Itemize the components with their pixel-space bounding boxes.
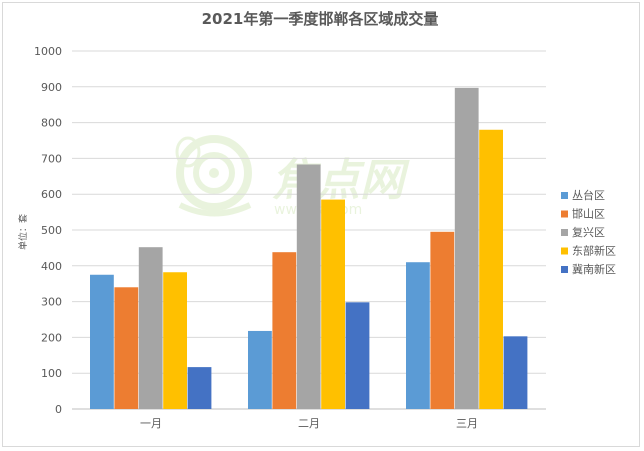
y-axis-ticks: 0 100 200 300 400 500 600 700 800 900 1000 (34, 45, 62, 416)
legend-label: 丛台区 (572, 188, 605, 202)
legend-swatch (561, 266, 568, 273)
x-tick-label: 二月 (298, 417, 320, 430)
snail-logo-icon (175, 135, 252, 217)
y-tick-label: 1000 (34, 45, 62, 58)
watermark: 焦点网 www.jia.com (175, 135, 410, 218)
legend-swatch (561, 247, 568, 255)
y-tick-label: 900 (41, 81, 62, 94)
y-axis-label: 单位：套 (17, 214, 29, 250)
y-tick-label: 600 (41, 188, 62, 201)
bar (503, 336, 528, 409)
bar (248, 330, 272, 409)
bar (296, 164, 321, 409)
y-tick-label: 300 (41, 296, 62, 309)
bar (90, 274, 114, 409)
y-tick-label: 200 (41, 331, 62, 344)
bar (187, 367, 212, 409)
y-tick-label: 500 (41, 224, 62, 237)
bar (479, 129, 503, 409)
y-tick-label: 100 (41, 367, 62, 380)
legend-label: 东部新区 (572, 244, 616, 258)
bar (430, 231, 455, 409)
bar (345, 302, 370, 409)
x-tick-label: 一月 (140, 417, 162, 430)
bar (114, 287, 139, 409)
bar (138, 247, 163, 409)
y-tick-label: 700 (41, 152, 62, 165)
legend-swatch (561, 210, 568, 218)
y-tick-label: 400 (41, 260, 62, 273)
legend-label: 邯山区 (572, 207, 605, 221)
bar (406, 262, 430, 409)
x-tick-label: 三月 (456, 417, 478, 430)
legend-swatch (561, 192, 568, 199)
chart-title: 2021年第一季度邯郸各区域成交量 (202, 10, 439, 28)
bar (272, 252, 297, 409)
legend-swatch (561, 229, 568, 236)
legend-label: 冀南新区 (572, 262, 616, 276)
legend-label: 复兴区 (572, 225, 605, 239)
svg-text:焦点网: 焦点网 (272, 155, 410, 206)
x-axis-ticks: 一月 二月 三月 (140, 417, 478, 430)
bar (163, 272, 187, 409)
bar (321, 199, 345, 409)
y-tick-label: 0 (55, 403, 62, 416)
bar (454, 87, 479, 410)
y-tick-label: 800 (41, 117, 62, 130)
bars (90, 87, 528, 410)
